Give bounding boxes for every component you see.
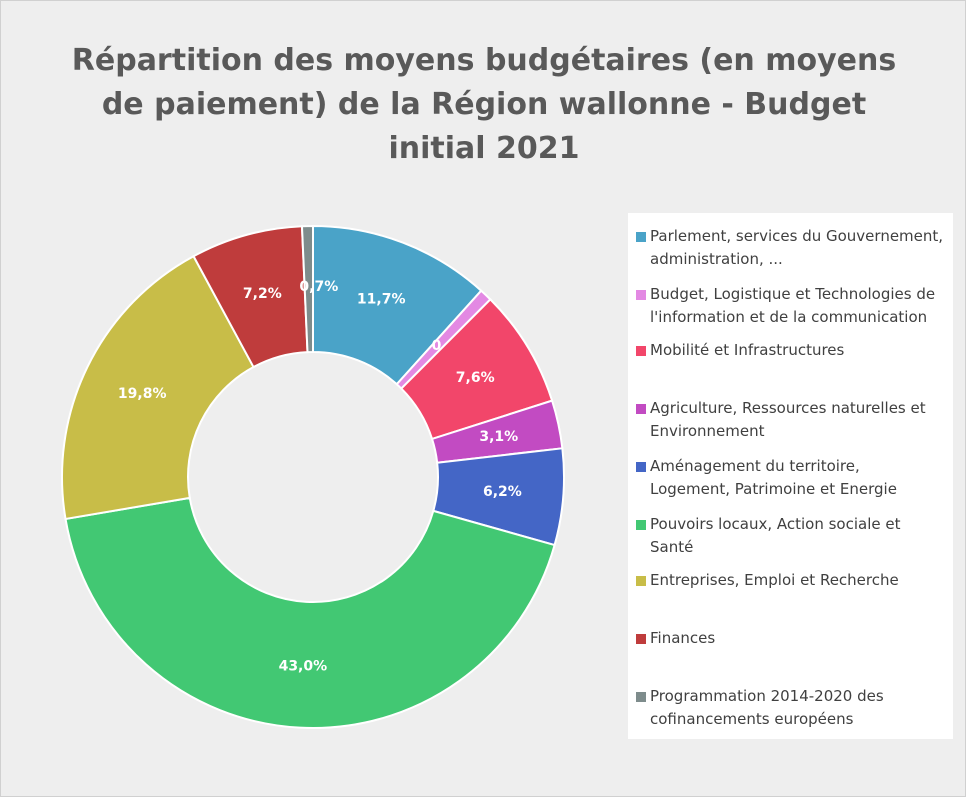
legend-item-2: Mobilité et Infrastructures — [636, 339, 948, 362]
legend-swatch-3 — [636, 404, 646, 414]
data-label-3: 3,1% — [479, 429, 518, 445]
chart-title-line-1: Répartition des moyens budgétaires (en m… — [71, 43, 897, 78]
legend-item-3: Agriculture, Ressources naturelles et Env… — [636, 397, 948, 443]
legend-swatch-8 — [636, 692, 646, 702]
legend-swatch-6 — [636, 576, 646, 586]
legend-label-7-0: Finances — [650, 629, 716, 647]
legend-item-8: Programmation 2014-2020 des cofinancement… — [636, 685, 948, 731]
data-label-4: 6,2% — [483, 484, 522, 500]
legend-item-7: Finances — [636, 627, 948, 650]
legend-swatch-4 — [636, 462, 646, 472]
legend-label-1-0: Budget, Logistique et Technologies de — [650, 285, 936, 303]
legend-swatch-7 — [636, 634, 646, 644]
legend-label-0-0: Parlement, services du Gouvernement, — [650, 227, 944, 245]
legend: Parlement, services du Gouvernement, admi… — [628, 213, 953, 739]
legend-label-4-0: Aménagement du territoire, — [650, 457, 860, 475]
legend-label-8-0: Programmation 2014-2020 des — [650, 687, 884, 705]
legend-item-4: Aménagement du territoire, Logement, Patr… — [636, 455, 948, 501]
legend-swatch-5 — [636, 520, 646, 530]
donut-slice-8 — [300, 224, 314, 354]
donut-slice-6 — [61, 254, 255, 521]
data-label-2: 7,6% — [456, 370, 495, 386]
legend-label-1-1: l'information et de la communication — [650, 308, 928, 326]
data-label-5: 43,0% — [279, 659, 328, 675]
legend-item-0: Parlement, services du Gouvernement, admi… — [636, 225, 948, 271]
legend-item-5: Pouvoirs locaux, Action sociale et Santé — [636, 513, 948, 559]
legend-swatch-2 — [636, 346, 646, 356]
data-label-0: 11,7% — [357, 292, 406, 308]
legend-label-5-0: Pouvoirs locaux, Action sociale et — [650, 515, 901, 533]
legend-label-5-1: Santé — [650, 538, 694, 556]
legend-label-2-0: Mobilité et Infrastructures — [650, 341, 845, 359]
chart-title-line-3: initial 2021 — [388, 131, 580, 166]
legend-label-3-1: Environnement — [650, 422, 765, 440]
data-label-8: 0,7% — [299, 279, 338, 295]
chart-title-line-2: de paiement) de la Région wallonne - Bud… — [101, 87, 867, 122]
legend-label-3-0: Agriculture, Ressources naturelles et — [650, 399, 926, 417]
legend-swatch-0 — [636, 232, 646, 242]
data-label-6: 19,8% — [118, 386, 167, 402]
legend-item-6: Entreprises, Emploi et Recherche — [636, 569, 948, 592]
legend-item-1: Budget, Logistique et Technologies de l'i… — [636, 283, 948, 329]
legend-label-8-1: cofinancements européens — [650, 710, 854, 728]
legend-label-4-1: Logement, Patrimoine et Energie — [650, 480, 897, 498]
legend-label-6-0: Entreprises, Emploi et Recherche — [650, 571, 899, 589]
data-label-7: 7,2% — [243, 286, 282, 302]
donut-slice-5 — [64, 496, 556, 729]
legend-swatch-1 — [636, 290, 646, 300]
legend-label-0-1: administration, ... — [650, 250, 783, 268]
chart-title: Répartition des moyens budgétaires (en m… — [61, 39, 907, 171]
